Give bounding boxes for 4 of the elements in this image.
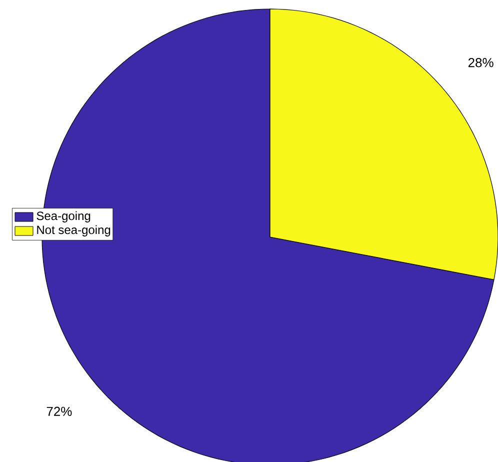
legend-label: Not sea-going [37,225,110,236]
data-label: 28% [468,58,494,68]
data-label: 72% [46,406,72,416]
slice-label: Sea-going [36,211,90,222]
